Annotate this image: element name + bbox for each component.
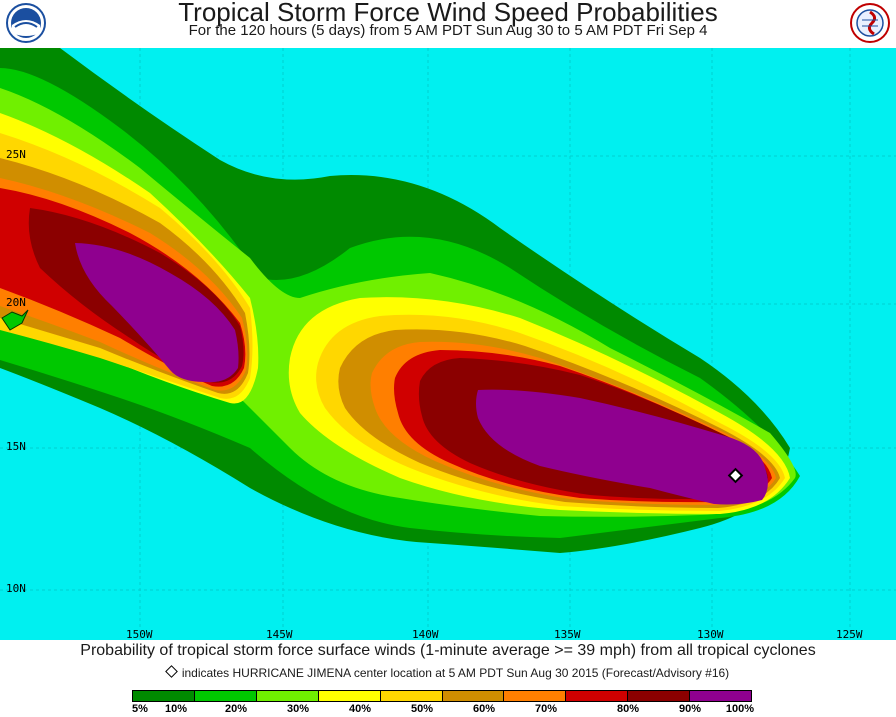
- legend-swatch: [379, 691, 442, 701]
- legend-label: 60%: [472, 703, 496, 715]
- lat-label-15n: 15N: [6, 440, 26, 453]
- swath-90pct: [75, 243, 768, 505]
- legend-swatch: [689, 691, 752, 701]
- storm-center-marker: [727, 467, 744, 484]
- lon-label-145w: 145W: [266, 628, 293, 641]
- nws-logo: [850, 3, 890, 43]
- probability-map: [0, 48, 896, 640]
- noaa-logo: [6, 3, 46, 43]
- legend-label: 70%: [534, 703, 558, 715]
- map-title: Tropical Storm Force Wind Speed Probabil…: [178, 0, 718, 27]
- lon-label-125w: 125W: [836, 628, 863, 641]
- legend-colorbar: [132, 690, 752, 702]
- legend-swatch: [317, 691, 380, 701]
- lon-label-135w: 135W: [554, 628, 581, 641]
- legend-label: 5%: [132, 703, 148, 715]
- lon-label-130w: 130W: [697, 628, 724, 641]
- legend-swatch: [627, 691, 690, 701]
- legend-label: 40%: [348, 703, 372, 715]
- header: Tropical Storm Force Wind Speed Probabil…: [0, 0, 896, 48]
- legend-swatch: [255, 691, 318, 701]
- legend-swatch: [133, 691, 194, 701]
- lat-label-25n: 25N: [6, 148, 26, 161]
- legend-swatch: [193, 691, 256, 701]
- probability-swath: [0, 48, 800, 553]
- map-subtitle: For the 120 hours (5 days) from 5 AM PDT…: [188, 22, 708, 39]
- legend-label: 80%: [616, 703, 640, 715]
- legend-label: 90%: [678, 703, 702, 715]
- legend-swatch: [441, 691, 504, 701]
- legend-labels: 5% 10% 20% 30% 40% 50% 60% 70% 80% 90% 1…: [0, 703, 896, 717]
- legend-label: 30%: [286, 703, 310, 715]
- legend-label: 50%: [410, 703, 434, 715]
- legend-swatch: [503, 691, 566, 701]
- storm-location-note: indicates HURRICANE JIMENA center locati…: [0, 665, 896, 680]
- legend-swatch: [565, 691, 628, 701]
- map-caption: Probability of tropical storm force surf…: [80, 642, 816, 659]
- lon-label-140w: 140W: [412, 628, 439, 641]
- island-outline: [1, 309, 29, 331]
- storm-location-text: indicates HURRICANE JIMENA center locati…: [181, 666, 730, 680]
- lat-label-20n: 20N: [6, 296, 26, 309]
- lat-label-10n: 10N: [6, 582, 26, 595]
- footer: Probability of tropical storm force surf…: [0, 640, 896, 716]
- legend-label: 10%: [164, 703, 188, 715]
- diamond-icon: [164, 665, 178, 678]
- legend-label: 20%: [224, 703, 248, 715]
- lon-label-150w: 150W: [126, 628, 153, 641]
- legend-label: 100%: [725, 703, 755, 715]
